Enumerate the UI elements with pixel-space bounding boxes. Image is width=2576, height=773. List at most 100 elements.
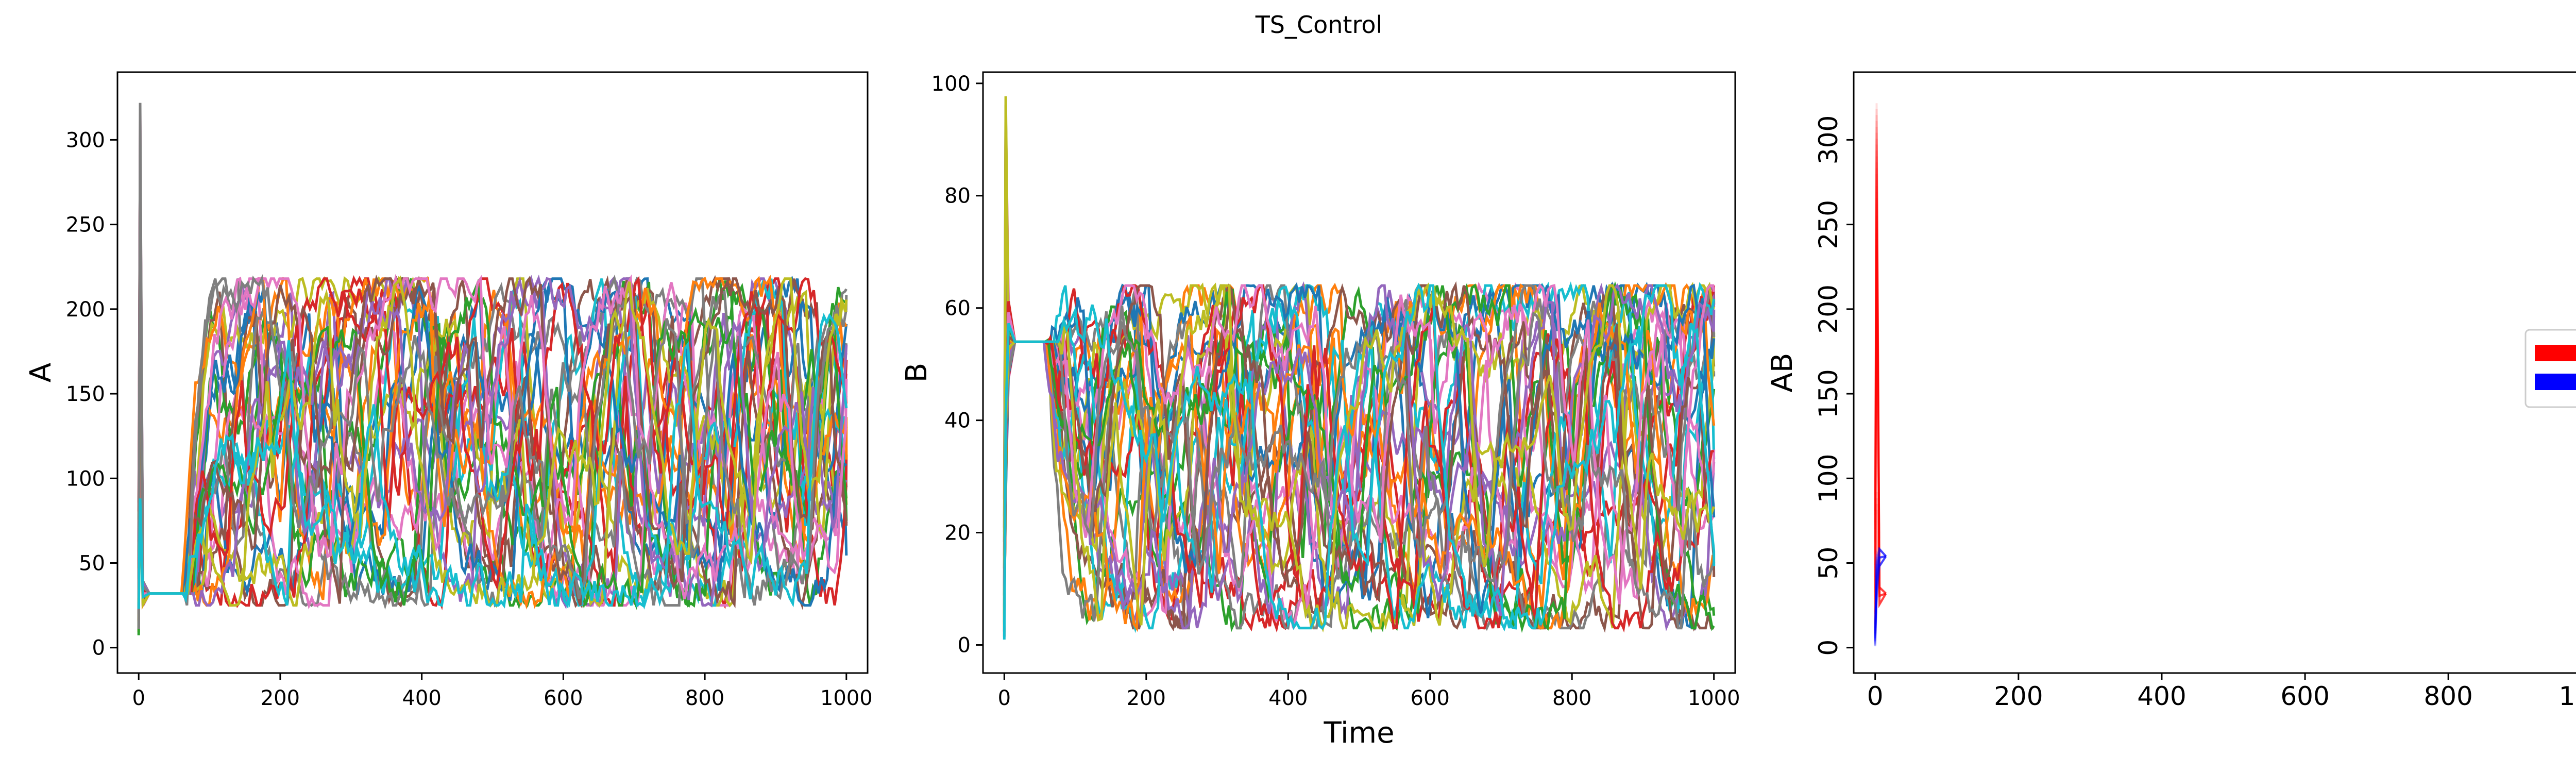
series-line <box>1003 215 1716 627</box>
y-tick-label: 50 <box>79 552 105 576</box>
series-line-b <box>1874 546 1887 641</box>
series-line-a <box>1874 162 1887 608</box>
series-line <box>137 230 848 608</box>
x-tick-label: 0 <box>998 686 1011 710</box>
series-line-b <box>1874 556 1887 634</box>
figure-title: TS_Control <box>1255 11 1383 39</box>
x-tick-label: 800 <box>2424 681 2472 711</box>
panel-b: 0 200 400 600 800 1000 0 20 40 60 80 100 B Time <box>900 71 1740 750</box>
series-line-b <box>1874 555 1887 635</box>
x-tick-label: 600 <box>2280 681 2329 711</box>
series-group <box>137 103 848 635</box>
series-line <box>137 313 848 609</box>
series-line-a <box>1874 121 1887 597</box>
x-tick-label: 400 <box>402 686 441 710</box>
series-line-b <box>1874 549 1886 647</box>
y-tick-label: 200 <box>1814 284 1843 333</box>
series-line-a <box>1874 109 1887 608</box>
y-tick-label: 50 <box>1814 547 1843 580</box>
series-line-a <box>1874 144 1887 608</box>
series-line-a <box>1874 215 1887 625</box>
series-line-a <box>1874 192 1887 598</box>
series-line-b <box>1874 556 1887 636</box>
series-line-b <box>1874 556 1887 631</box>
series-line-b <box>1874 547 1887 636</box>
y-tick-label: 300 <box>66 128 105 152</box>
x-tick-label: 0 <box>132 686 145 710</box>
x-tick-label: 0 <box>1867 681 1884 711</box>
y-tick-label: 250 <box>66 213 105 237</box>
series-line-b <box>1874 547 1887 638</box>
series-line <box>1003 281 1716 603</box>
series-line-a <box>1874 245 1887 599</box>
series-line-b <box>1874 556 1887 645</box>
series-line-a <box>1874 156 1887 598</box>
series-line-b <box>1874 556 1887 643</box>
x-tick-label: 400 <box>1268 686 1308 710</box>
y-tick-label: 0 <box>92 636 105 660</box>
series-line <box>1003 282 1716 640</box>
legend <box>2524 329 2576 408</box>
series-line <box>137 275 848 609</box>
series-line <box>1003 283 1716 605</box>
series-line <box>137 137 848 595</box>
y-tick-label: 60 <box>944 297 971 321</box>
series-line-a <box>1874 103 1887 597</box>
y-axis-label: A <box>24 363 58 382</box>
x-tick-label: 800 <box>1552 686 1591 710</box>
series-line-b <box>1874 554 1887 629</box>
x-tick-label: 600 <box>544 686 583 710</box>
series-line-a <box>1874 180 1887 609</box>
series-line-b <box>1874 547 1887 638</box>
y-tick-label: 40 <box>944 409 971 433</box>
y-tick-label: 0 <box>1814 640 1843 656</box>
axes-frame <box>1853 71 2576 674</box>
y-tick-label: 100 <box>1814 454 1843 503</box>
series-line-b <box>1874 555 1886 628</box>
y-tick-label: 300 <box>1814 115 1843 164</box>
y-tick-label: 20 <box>944 522 971 545</box>
series-line-a <box>1874 221 1887 595</box>
series-line-b <box>1874 546 1887 645</box>
y-tick-label: 0 <box>958 634 971 658</box>
series-line <box>1003 302 1716 632</box>
series-line-b <box>1874 555 1886 625</box>
y-tick-label: 250 <box>1814 200 1843 249</box>
series-line-a <box>1874 204 1887 595</box>
series-group <box>1003 96 1716 640</box>
y-tick-label: 100 <box>931 72 971 96</box>
x-tick-label: 1000 <box>820 686 873 710</box>
series-line-a <box>1874 174 1887 598</box>
x-tick-label: 1000 <box>2559 681 2576 711</box>
axes-frame <box>116 71 869 674</box>
x-tick-label: 200 <box>1127 686 1166 710</box>
series-group <box>1874 103 1887 647</box>
series-line-a <box>1874 186 1887 595</box>
series-line-a <box>1874 251 1887 609</box>
series-line-a <box>1874 233 1887 633</box>
series-line-a <box>1874 239 1887 595</box>
series-line <box>1003 138 1716 627</box>
series-line <box>137 213 848 609</box>
y-tick-label: 80 <box>944 184 971 208</box>
series-line-b <box>1874 556 1887 638</box>
axes-frame <box>982 71 1736 674</box>
x-tick-label: 400 <box>2137 681 2186 711</box>
series-line-b <box>1874 546 1887 643</box>
panel-a: 0 200 400 600 800 1000 0 50 100 150 200 250 300 A <box>24 71 873 710</box>
series-line-b <box>1874 555 1887 640</box>
series-line-a <box>1874 132 1887 624</box>
panel-ab: 02004006008001000050100150200250300ABAB <box>1766 71 2576 711</box>
series-line-a <box>1874 150 1887 634</box>
y-tick-label: 150 <box>1814 369 1843 418</box>
y-tick-label: 200 <box>66 298 105 322</box>
series-line-b <box>1874 546 1887 628</box>
series-line-a <box>1874 492 1887 625</box>
x-tick-label: 200 <box>1994 681 2043 711</box>
series-line-b <box>1874 556 1887 644</box>
series-line-b <box>1874 556 1887 646</box>
x-tick-label: 1000 <box>1688 686 1740 710</box>
series-line-b <box>1874 555 1887 633</box>
legend-swatch <box>2535 374 2576 390</box>
